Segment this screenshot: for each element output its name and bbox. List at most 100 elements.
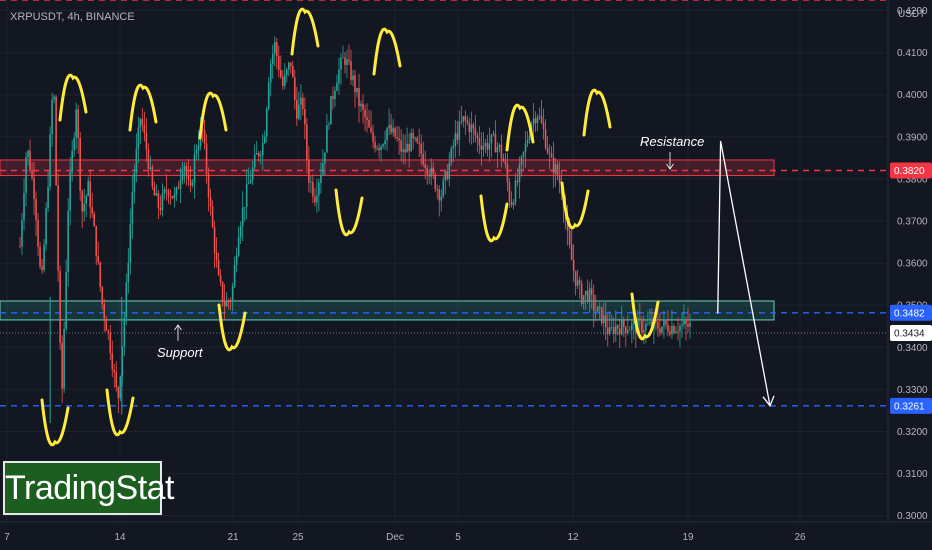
candle [675, 326, 677, 334]
candle [358, 74, 360, 123]
candle [145, 118, 148, 162]
candle [629, 326, 631, 331]
candle [436, 184, 439, 200]
candle [544, 119, 547, 151]
candle [604, 300, 607, 341]
price-tick-label: 0.3400 [897, 343, 928, 354]
candle [645, 320, 647, 344]
candle [412, 128, 414, 150]
candle [285, 67, 288, 83]
time-tick-label: Dec [386, 532, 404, 543]
resistance-label: Resistance [640, 134, 704, 149]
candle [227, 298, 230, 310]
wave-trough-icon [105, 388, 135, 437]
candle [570, 228, 573, 261]
candle [81, 189, 83, 229]
support-pointer-icon [174, 324, 182, 341]
candle [267, 77, 270, 111]
candle [418, 128, 420, 158]
candle [123, 311, 126, 356]
candle [326, 114, 328, 153]
wave-trough-icon [40, 398, 70, 447]
candle [139, 117, 142, 144]
candle [578, 276, 581, 299]
candle [197, 130, 200, 161]
price-tick-label: 0.3000 [897, 511, 928, 522]
candle [669, 325, 671, 337]
candle [422, 141, 425, 168]
candle [27, 149, 29, 166]
candle [51, 92, 53, 147]
candle [109, 325, 112, 361]
wave-trough-icon [630, 292, 660, 341]
candle [586, 279, 589, 304]
candle [133, 164, 136, 204]
wave-peak-icon [372, 27, 402, 76]
candle [340, 52, 342, 85]
candle [606, 313, 609, 347]
candle [263, 130, 266, 145]
candle [25, 152, 27, 207]
candle [685, 316, 687, 341]
candle [380, 144, 382, 162]
candle [416, 135, 418, 145]
candle [683, 304, 685, 329]
price-axis[interactable]: USDT 0.30000.31000.32000.33000.34000.350… [887, 0, 932, 522]
chart-grid [0, 0, 888, 522]
candle [374, 135, 376, 153]
candle [540, 100, 543, 125]
candle [41, 258, 43, 274]
candle [316, 178, 318, 213]
candle [524, 131, 527, 168]
candle [494, 120, 497, 153]
candle [288, 61, 290, 77]
candle [149, 156, 152, 172]
candle [498, 143, 501, 153]
candle [143, 111, 146, 142]
time-tick-label: 21 [227, 532, 239, 543]
svg-text:0.3820: 0.3820 [894, 166, 925, 177]
candle [290, 62, 292, 74]
candle [77, 104, 79, 154]
candle [659, 313, 661, 337]
price-tag: 0.3820 [890, 162, 932, 179]
time-tick-label: 14 [114, 532, 126, 543]
candle [414, 136, 416, 142]
candle [318, 178, 320, 212]
candle [476, 132, 479, 153]
price-tick-label: 0.3700 [897, 217, 928, 228]
candle [390, 114, 392, 135]
time-tick-label: 7 [4, 532, 10, 543]
time-axis[interactable]: 7 14 21 25 Dec 5 12 19 26 [0, 521, 932, 550]
candle [253, 144, 256, 170]
candle [153, 181, 156, 196]
candle [542, 108, 545, 140]
wave-peak-icon [198, 91, 228, 140]
candle [21, 212, 23, 255]
candle [492, 130, 495, 137]
candle [618, 318, 621, 349]
candle [488, 127, 491, 162]
candle [205, 134, 208, 184]
candle [45, 202, 47, 251]
candle [554, 157, 557, 187]
candle [596, 305, 599, 313]
candle [572, 244, 575, 282]
candle [85, 193, 87, 218]
candle [588, 282, 591, 313]
candle [129, 208, 132, 275]
candle [344, 52, 346, 74]
candle [195, 144, 198, 160]
candle [231, 282, 234, 312]
candle [245, 169, 248, 220]
candle [169, 189, 172, 205]
candle [631, 318, 633, 344]
symbol-title: XRPUSDT, 4h, BINANCE [10, 11, 135, 23]
candle [647, 311, 649, 326]
candle [486, 134, 489, 157]
candle [49, 126, 51, 191]
candle [424, 150, 427, 180]
candle [221, 281, 224, 307]
candle [612, 317, 615, 344]
